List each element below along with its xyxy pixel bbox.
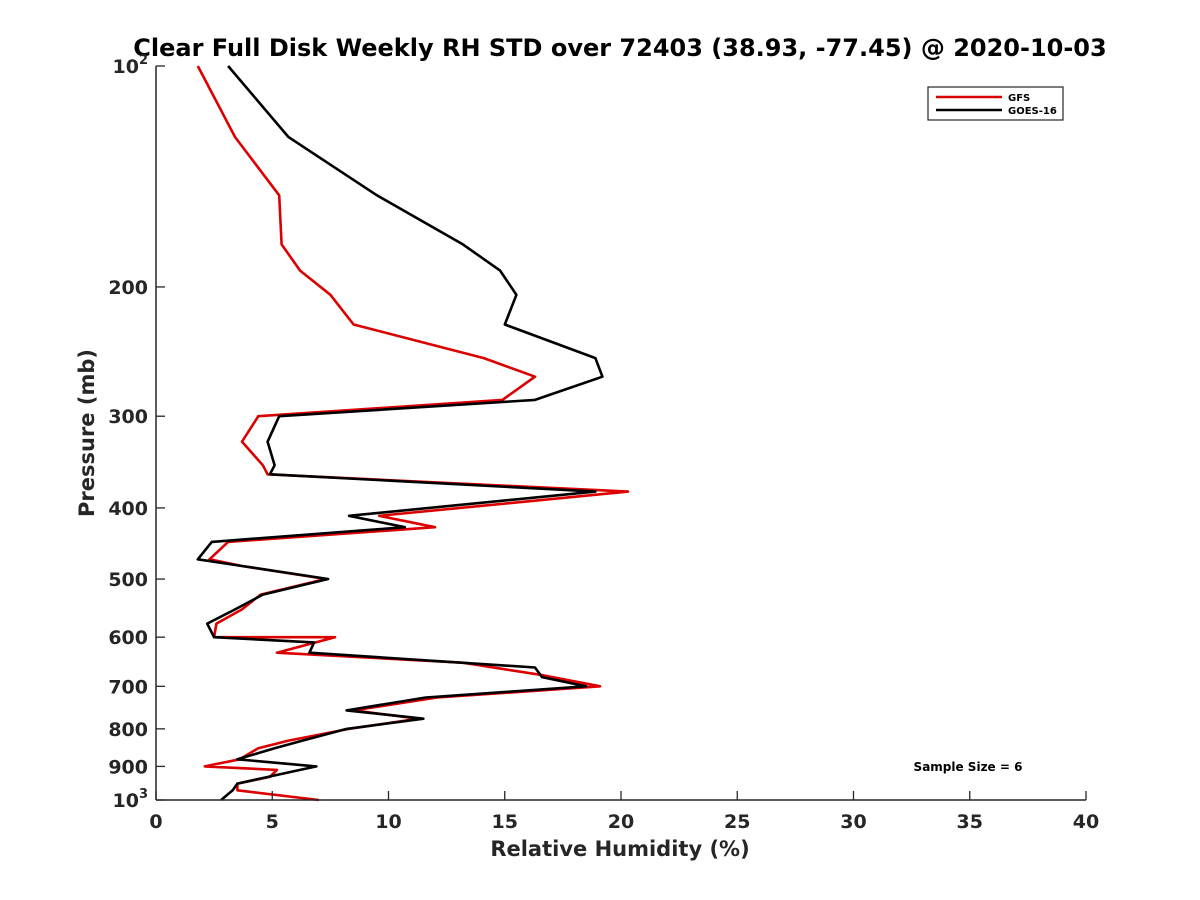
x-tick-label: 25: [724, 811, 750, 833]
x-tick-label: 20: [608, 811, 634, 833]
y-tick-label: 900: [108, 756, 148, 778]
y-tick-label-power: 103: [113, 787, 149, 812]
axes-background: [156, 66, 1086, 800]
y-tick-label-power: 102: [113, 53, 149, 78]
x-axis-label: Relative Humidity (%): [490, 837, 749, 861]
y-tick-label: 700: [108, 676, 148, 698]
x-axis-ticks: 0 5 10 15 20 25 30 35 40: [149, 791, 1099, 833]
series-layer: [196, 65, 630, 802]
x-tick-label: 40: [1073, 811, 1099, 833]
y-tick-label: 500: [108, 569, 148, 591]
legend-label: GOES-16: [1008, 106, 1057, 117]
x-tick-label: 10: [375, 811, 401, 833]
y-tick-label: 600: [108, 627, 148, 649]
y-tick-label: 300: [108, 406, 148, 428]
x-tick-label: 30: [840, 811, 866, 833]
chart-title: Clear Full Disk Weekly RH STD over 72403…: [133, 34, 1106, 62]
sample-size-annotation: Sample Size = 6: [914, 760, 1023, 774]
series-line-goes-16: [196, 65, 604, 801]
x-tick-label: 35: [957, 811, 983, 833]
x-tick-label: 0: [149, 811, 162, 833]
y-axis-label: Pressure (mb): [75, 349, 99, 517]
y-tick-label: 200: [108, 277, 148, 299]
legend-box: [927, 86, 1064, 121]
plot-area: [156, 66, 1086, 800]
y-tick-label: 800: [108, 719, 148, 741]
y-tick-label: 400: [108, 498, 148, 520]
x-tick-label: 15: [492, 811, 518, 833]
legend-label: GFS: [1008, 93, 1030, 104]
x-tick-label: 5: [266, 811, 279, 833]
legend: GFS GOES-16: [927, 86, 1064, 121]
y-axis-ticks: 200 300 400 500 600 700 800 900 102 103: [108, 53, 165, 812]
